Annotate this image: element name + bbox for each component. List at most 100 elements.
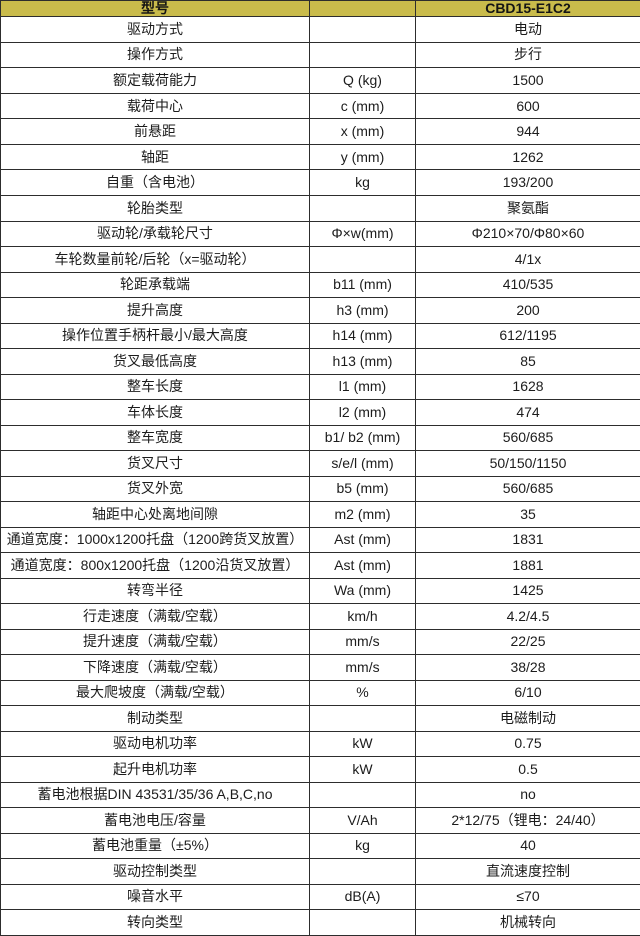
table-row: 起升电机功率 kW 0.5 <box>0 756 640 783</box>
spec-value-cell: 1831 <box>415 526 640 554</box>
spec-label-cell: 驱动轮/承载轮尺寸 <box>0 220 310 248</box>
spec-label-cell: 操作方式 <box>0 41 310 69</box>
spec-value-cell: 1500 <box>415 67 640 94</box>
spec-value-cell: 410/535 <box>415 271 640 299</box>
spec-value-cell: 40 <box>415 832 640 860</box>
spec-value-cell: 85 <box>415 348 640 375</box>
table-row: 自重（含电池） kg 193/200 <box>0 169 640 196</box>
spec-value-cell: 聚氨酯 <box>415 195 640 222</box>
spec-value-cell: 4.2/4.5 <box>415 603 640 630</box>
spec-unit-cell: b1/ b2 (mm) <box>309 424 416 452</box>
table-row: 最大爬坡度（满载/空载）% 6/10 <box>0 679 640 707</box>
spec-value-cell: 1262 <box>415 143 640 171</box>
spec-unit-cell: h3 (mm) <box>309 297 416 324</box>
spec-value-cell: 0.5 <box>415 756 640 783</box>
table-row: 蓄电池重量（±5%） kg 40 <box>0 832 640 860</box>
spec-value-cell: 1628 <box>415 373 640 401</box>
spec-value-cell: 0.75 <box>415 730 640 758</box>
spec-label-cell: 载荷中心 <box>0 92 310 120</box>
spec-unit-cell: m2 (mm) <box>309 501 416 528</box>
table-row: 货叉最低高度 h13 (mm) 85 <box>0 348 640 375</box>
table-row: 前悬距 x (mm) 944 <box>0 118 640 145</box>
spec-unit-cell: h14 (mm) <box>309 322 416 350</box>
table-row: 行走速度（满载/空载） km/h 4.2/4.5 <box>0 603 640 630</box>
spec-unit-cell <box>309 16 416 43</box>
spec-value-cell: 1881 <box>415 552 640 579</box>
spec-value-cell: 6/10 <box>415 679 640 707</box>
spec-unit-cell: V/Ah <box>309 807 416 834</box>
spec-unit-cell <box>309 195 416 222</box>
spec-unit-cell: Wa (mm) <box>309 577 416 605</box>
spec-label-cell: 起升电机功率 <box>0 756 310 783</box>
spec-unit-cell: l1 (mm) <box>309 373 416 401</box>
spec-label-cell: 车体长度 <box>0 399 310 426</box>
header-model-value: CBD15-E1C2 <box>415 0 640 18</box>
spec-value-cell: 2*12/75（锂电：24/40） <box>415 807 640 834</box>
spec-label-cell: 额定载荷能力 <box>0 67 310 94</box>
spec-unit-cell: kW <box>309 756 416 783</box>
spec-label-cell: 前悬距 <box>0 118 310 145</box>
spec-label-cell: 车轮数量前轮/后轮（x=驱动轮） <box>0 246 310 273</box>
spec-value-cell: 步行 <box>415 41 640 69</box>
spec-table-body: 驱动方式 电动 操作方式 步行 额定载荷能力 Q (kg) 1500 载荷中心 c (mm) 60… <box>0 16 640 936</box>
spec-label-cell: 驱动控制类型 <box>0 858 310 885</box>
spec-label-cell: 转向类型 <box>0 909 310 936</box>
spec-label-cell: 驱动电机功率 <box>0 730 310 758</box>
spec-label-cell: 轮距承载端 <box>0 271 310 299</box>
spec-label-cell: 整车长度 <box>0 373 310 401</box>
table-row: 车体长度 l2 (mm) 474 <box>0 399 640 426</box>
spec-unit-cell: b5 (mm) <box>309 475 416 503</box>
spec-unit-cell: % <box>309 679 416 707</box>
table-row: 驱动轮/承载轮尺寸 Φ×w(mm) Φ210×70/Φ80×60 <box>0 220 640 248</box>
spec-value-cell: no <box>415 781 640 809</box>
spec-table-header: 型号 CBD15-E1C2 <box>0 0 640 18</box>
header-unit-cell <box>309 0 416 18</box>
spec-label-cell: 货叉外宽 <box>0 475 310 503</box>
spec-unit-cell: s/e/l (mm) <box>309 450 416 477</box>
spec-label-cell: 最大爬坡度（满载/空载） <box>0 679 310 707</box>
spec-label-cell: 整车宽度 <box>0 424 310 452</box>
spec-value-cell: ≤70 <box>415 883 640 911</box>
spec-value-cell: 560/685 <box>415 475 640 503</box>
table-row: 驱动方式 电动 <box>0 16 640 43</box>
table-row: 转向类型 机械转向 <box>0 909 640 936</box>
spec-unit-cell <box>309 858 416 885</box>
spec-value-cell: 474 <box>415 399 640 426</box>
spec-value-cell: 电磁制动 <box>415 705 640 732</box>
table-row: 操作位置手柄杆最小/最大高度 h14 (mm) 612/1195 <box>0 322 640 350</box>
spec-label-cell: 提升高度 <box>0 297 310 324</box>
spec-unit-cell: Ast (mm) <box>309 526 416 554</box>
table-row: 整车宽度 b1/ b2 (mm) 560/685 <box>0 424 640 452</box>
table-row: 蓄电池电压/容量 V/Ah 2*12/75（锂电：24/40） <box>0 807 640 834</box>
spec-label-cell: 行走速度（满载/空载） <box>0 603 310 630</box>
table-row: 转弯半径 Wa (mm) 1425 <box>0 577 640 605</box>
spec-unit-cell <box>309 41 416 69</box>
table-row: 噪音水平 dB(A) ≤70 <box>0 883 640 911</box>
spec-unit-cell: Q (kg) <box>309 67 416 94</box>
spec-unit-cell: mm/s <box>309 654 416 681</box>
table-row: 额定载荷能力 Q (kg) 1500 <box>0 67 640 94</box>
table-row: 轴距中心处离地间隙 m2 (mm) 35 <box>0 501 640 528</box>
table-row: 提升高度 h3 (mm) 200 <box>0 297 640 324</box>
spec-unit-cell <box>309 909 416 936</box>
spec-value-cell: 直流速度控制 <box>415 858 640 885</box>
spec-label-cell: 通道宽度：800x1200托盘（1200沿货叉放置） <box>0 552 310 579</box>
header-row: 型号 CBD15-E1C2 <box>0 0 640 18</box>
spec-label-cell: 制动类型 <box>0 705 310 732</box>
spec-value-cell: 22/25 <box>415 628 640 656</box>
table-row: 制动类型 电磁制动 <box>0 705 640 732</box>
table-row: 整车长度 l1 (mm) 1628 <box>0 373 640 401</box>
spec-unit-cell: h13 (mm) <box>309 348 416 375</box>
spec-value-cell: Φ210×70/Φ80×60 <box>415 220 640 248</box>
table-row: 货叉外宽 b5 (mm) 560/685 <box>0 475 640 503</box>
table-row: 提升速度（满载/空载） mm/s 22/25 <box>0 628 640 656</box>
table-row: 通道宽度：800x1200托盘（1200沿货叉放置） Ast (mm) 1881 <box>0 552 640 579</box>
table-row: 操作方式 步行 <box>0 41 640 69</box>
spec-label-cell: 通道宽度：1000x1200托盘（1200跨货叉放置） <box>0 526 310 554</box>
spec-value-cell: 4/1x <box>415 246 640 273</box>
spec-label-cell: 转弯半径 <box>0 577 310 605</box>
spec-unit-cell: mm/s <box>309 628 416 656</box>
spec-unit-cell: Ast (mm) <box>309 552 416 579</box>
spec-unit-cell: c (mm) <box>309 92 416 120</box>
